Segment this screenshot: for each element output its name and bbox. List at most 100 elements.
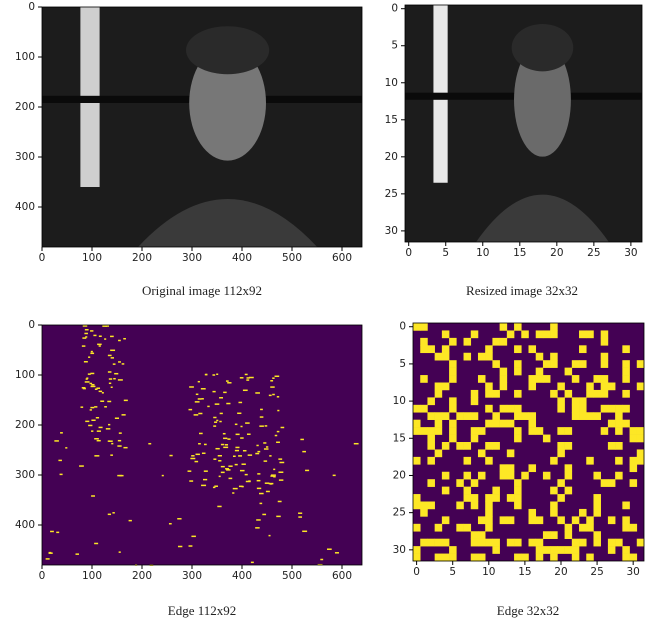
image-cell — [463, 523, 472, 532]
image-cell — [485, 419, 493, 428]
image-edge — [272, 393, 275, 396]
image-cell — [470, 531, 479, 539]
y-tick-label: 10 — [393, 395, 406, 407]
image-edge — [107, 400, 112, 403]
image-cell — [441, 471, 450, 480]
image-cell — [629, 456, 638, 465]
image-cell — [521, 412, 529, 420]
image-edge — [247, 454, 253, 456]
image-cell — [564, 389, 573, 398]
image-cell — [492, 494, 500, 502]
image-cell — [586, 516, 594, 525]
image-edge — [83, 360, 88, 363]
image-cell — [557, 397, 565, 406]
image-edge — [270, 386, 275, 388]
x-tick-label: 30 — [624, 247, 637, 259]
image-cell — [550, 360, 558, 368]
image-cell — [499, 382, 508, 391]
image-cell — [579, 360, 587, 368]
image-edge — [326, 548, 332, 550]
image-edge — [274, 375, 280, 378]
image-cell — [622, 345, 630, 354]
image-edge — [239, 377, 244, 379]
image-cell — [449, 427, 457, 435]
image-cell — [636, 360, 645, 368]
image-cell — [514, 434, 522, 443]
image-edge — [194, 460, 199, 463]
image-edge — [84, 381, 90, 383]
panel: 0 100 200 300 400 500 600 0 100 200 300 400 Original… — [15, 1, 363, 298]
image-cell — [413, 427, 421, 435]
image-cell — [629, 434, 638, 443]
image-edge — [213, 458, 217, 460]
image-cell — [514, 367, 522, 376]
image-edge — [85, 378, 88, 380]
image-cell — [564, 523, 573, 532]
image-cell — [449, 404, 457, 413]
image-edge — [256, 519, 261, 521]
image-edge — [197, 398, 202, 400]
image-cell — [449, 546, 457, 554]
image-face — [514, 42, 571, 157]
image-cell — [528, 508, 537, 517]
image-edge — [82, 325, 88, 327]
image-edge — [117, 474, 122, 477]
image-cell — [535, 516, 544, 525]
image-cell — [434, 352, 443, 361]
image-edge — [91, 495, 95, 497]
image-edge — [110, 335, 114, 338]
image-edge — [98, 335, 102, 337]
image-cell — [571, 375, 580, 383]
y-tick-label: 5 — [391, 40, 398, 52]
image-cell — [593, 471, 601, 480]
image-cell — [485, 456, 493, 465]
image-edge — [268, 394, 272, 397]
image-cell — [456, 479, 464, 487]
axes-frame — [41, 6, 363, 248]
image-cell — [636, 382, 645, 391]
image-edge — [81, 387, 86, 389]
image-edge — [198, 412, 203, 415]
image-cell — [528, 375, 537, 383]
image-edge — [104, 406, 107, 408]
x-tick-label: 30 — [626, 566, 639, 578]
image-edge — [225, 380, 229, 382]
image-cell — [427, 538, 435, 547]
image-edge — [114, 372, 119, 375]
image-cell — [528, 464, 537, 473]
image-edge — [240, 437, 244, 439]
image-cell — [622, 389, 630, 398]
image-edge — [94, 455, 100, 457]
image-edge — [169, 454, 173, 457]
image-cell — [470, 397, 479, 406]
image-edge — [302, 530, 308, 533]
image-edge — [216, 419, 219, 422]
image-edge — [241, 463, 246, 465]
image-cell — [607, 404, 616, 413]
image-cell — [477, 449, 486, 458]
image-edge — [121, 414, 126, 416]
image-cell — [622, 546, 630, 554]
image-edge — [117, 379, 123, 381]
image-cell — [485, 494, 493, 502]
image-cell — [586, 389, 594, 398]
image-edge — [90, 350, 93, 353]
y-tick-label: 200 — [15, 419, 35, 431]
image-cell — [514, 323, 522, 331]
image-cell — [441, 553, 450, 562]
image-cell — [579, 397, 587, 406]
image-edge — [121, 363, 125, 365]
image-edge — [110, 357, 115, 359]
image-cell — [528, 382, 537, 391]
image-edge — [195, 453, 200, 456]
image-cell — [492, 442, 500, 450]
image-edge — [212, 390, 216, 393]
image-edge — [110, 386, 113, 388]
image-edge — [81, 345, 86, 347]
image-edge — [220, 471, 225, 474]
image-cell — [571, 412, 580, 420]
image-cell — [550, 501, 558, 510]
image-cell — [535, 553, 544, 562]
image-edge — [110, 349, 116, 352]
image-cell — [420, 323, 428, 331]
